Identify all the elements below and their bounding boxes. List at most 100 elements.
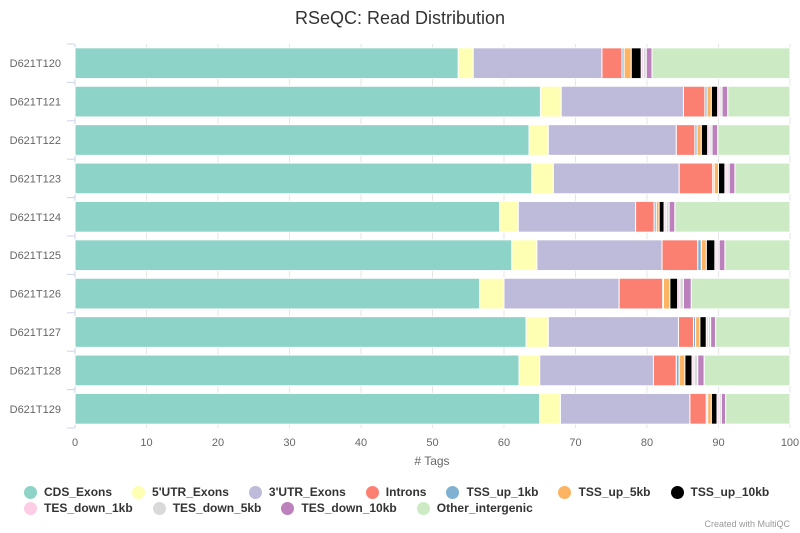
legend-item[interactable]: TES_down_1kb (24, 500, 133, 516)
bar-segment (651, 47, 791, 80)
legend-item[interactable]: TES_down_10kb (281, 500, 397, 516)
chart-legend: CDS_Exons 5'UTR_Exons 3'UTR_Exons Introns TS… (24, 484, 794, 516)
bar-segment (710, 85, 719, 118)
x-tick-label: 60 (498, 437, 510, 449)
multiqc-credit: Created with MultiQC (704, 519, 790, 529)
chart-title: RSeQC: Read Distribution (295, 8, 505, 28)
bar-segment (74, 316, 527, 348)
legend-item[interactable]: TSS_up_1kb (446, 484, 538, 500)
x-tick-label: 20 (212, 437, 224, 449)
x-axis-title: # Tags (414, 454, 449, 468)
category-label: D621T123 (10, 173, 61, 185)
bar-segment (511, 239, 538, 272)
bar-segment (525, 316, 549, 348)
bar-segment (552, 162, 680, 195)
legend-swatch (446, 485, 460, 499)
legend-swatch (152, 501, 166, 515)
bar-segment (472, 47, 603, 80)
legend-swatch (24, 485, 37, 499)
legend-item[interactable]: CDS_Exons (24, 484, 112, 500)
bar-segment (696, 124, 702, 156)
bar-segment (725, 392, 791, 425)
legend-label: TES_down_1kb (44, 501, 133, 515)
category-label: D621T121 (10, 97, 61, 109)
x-tick-label: 80 (641, 437, 653, 449)
bar-segment (718, 162, 726, 195)
legend-label: TSS_up_10kb (690, 485, 770, 499)
bar-segment (721, 85, 729, 118)
bar-segment (74, 47, 459, 80)
bar-segment (682, 277, 692, 310)
legend-item[interactable]: TSS_up_5kb (558, 484, 651, 500)
bar-segment (536, 239, 663, 272)
bar-segment (703, 354, 791, 387)
legend-swatch (670, 485, 684, 499)
legend-item[interactable]: 5'UTR_Exons (132, 484, 229, 500)
bar-segment (518, 354, 541, 387)
bar-segment (728, 162, 736, 195)
legend-label: TES_down_5kb (172, 501, 262, 515)
bar-segment (547, 124, 677, 156)
bar-segment (517, 200, 637, 233)
bar-segment (690, 277, 791, 310)
bar-segment (710, 316, 717, 348)
legend-swatch (281, 501, 295, 515)
bar-segment (539, 85, 562, 118)
legend-swatch (248, 485, 262, 499)
x-tick-label: 0 (72, 437, 78, 449)
bar-segment (682, 85, 706, 118)
legend-label: TSS_up_5kb (578, 485, 651, 499)
bar-segment (74, 354, 520, 387)
bar-segment (560, 85, 684, 118)
legend-label: CDS_Exons (44, 485, 113, 499)
bar-segment (74, 200, 501, 233)
bar-segment (713, 162, 720, 195)
category-label: D621T128 (10, 365, 61, 377)
legend-swatch (365, 485, 379, 499)
legend-swatch (558, 485, 572, 499)
bar-segment (675, 124, 696, 156)
bar-segment (695, 316, 701, 348)
bar-segment (547, 316, 679, 348)
category-label: D621T120 (10, 58, 61, 70)
legend-label: TSS_up_1kb (466, 485, 539, 499)
bar-segment (623, 47, 632, 80)
bar-segment (630, 47, 642, 80)
bar-segment (689, 392, 707, 425)
bar-segment (715, 316, 791, 348)
category-label: D621T124 (10, 212, 61, 224)
bar-segment (618, 277, 664, 310)
bar-segment (601, 47, 623, 80)
bar-segment (707, 392, 712, 425)
bar-segment (74, 277, 481, 310)
bar-segment (503, 277, 620, 310)
legend-label: Introns (385, 485, 427, 499)
bar-segment (635, 200, 655, 233)
bar-segment (677, 316, 694, 348)
bar-segment (479, 277, 505, 310)
legend-item[interactable]: 3'UTR_Exons (248, 484, 346, 500)
legend-item[interactable]: Other_intergenic (416, 500, 533, 516)
bar-segment (645, 47, 653, 80)
bar-segment (718, 239, 726, 272)
legend-swatch (132, 485, 146, 499)
bar-segment (662, 277, 671, 310)
bar-segment (679, 277, 684, 310)
category-label: D621T127 (10, 327, 61, 339)
x-tick-label: 90 (712, 437, 724, 449)
bar-segment (674, 200, 791, 233)
bar-segment (457, 47, 474, 80)
bar-segment (700, 124, 709, 156)
category-label: D621T129 (10, 404, 61, 416)
bar-segment (669, 277, 679, 310)
x-tick-label: 100 (781, 437, 799, 449)
bar-segment (720, 392, 727, 425)
legend-item[interactable]: Introns (365, 484, 427, 500)
legend-item[interactable]: TSS_up_10kb (670, 484, 770, 500)
bar-segment (717, 124, 791, 156)
bar-segment (710, 392, 718, 425)
legend-swatch (24, 501, 37, 515)
legend-item[interactable]: TES_down_5kb (152, 500, 262, 516)
bar-segment (711, 124, 719, 156)
bar-segment (652, 354, 677, 387)
